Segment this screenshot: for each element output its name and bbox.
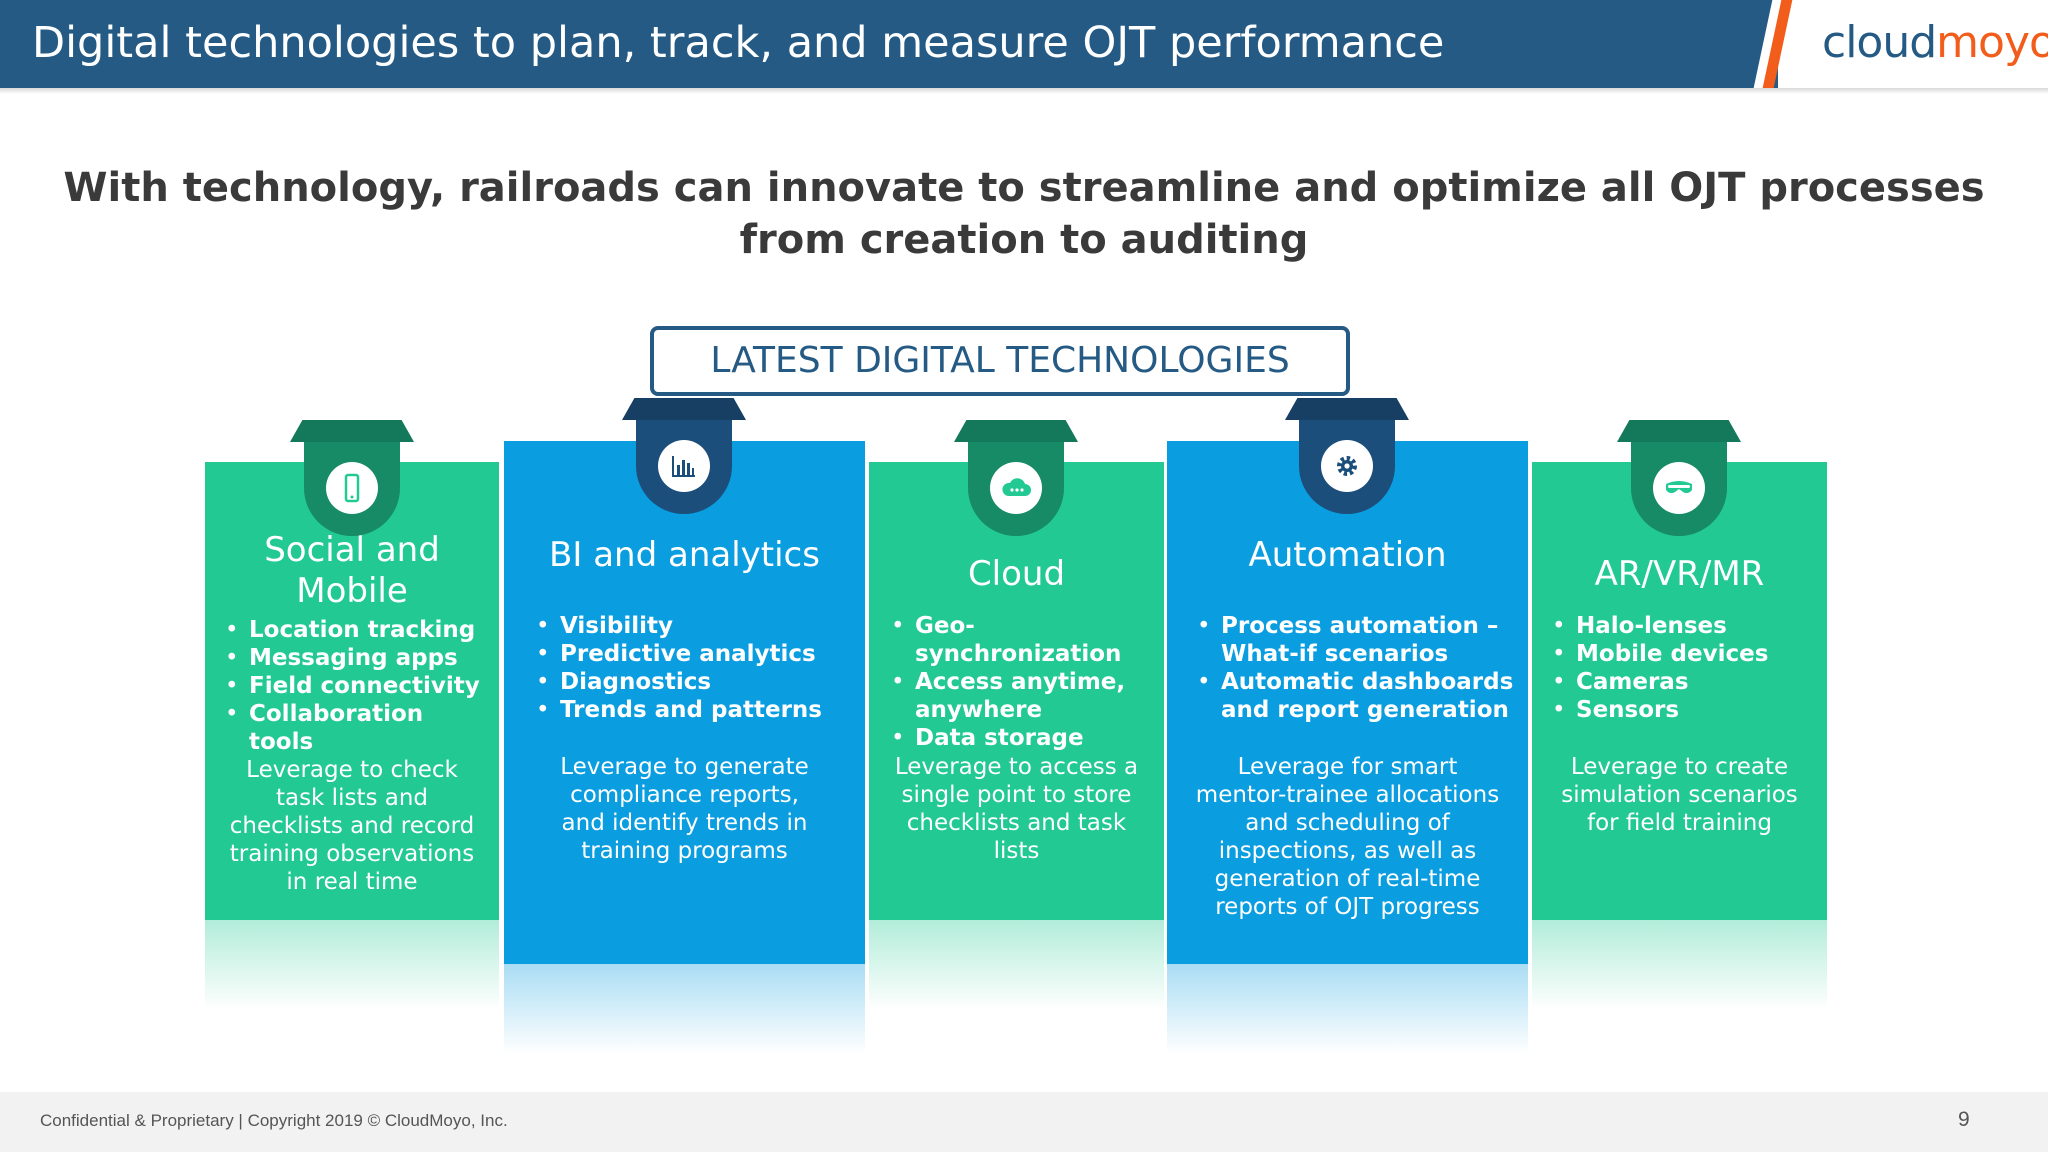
card-description: Leverage to check task lists and checkli… [229, 757, 475, 895]
cloud-icon [990, 462, 1042, 514]
card-title: BI and analytics [549, 535, 820, 575]
card-icon-badge [1285, 398, 1409, 514]
list-item: Access anytime, anywhere [891, 668, 1161, 724]
list-item: Geo-synchronization [891, 612, 1161, 668]
card-icon-badge [622, 398, 746, 514]
list-item: Predictive analytics [536, 640, 856, 668]
list-item: Process automation – What-if scenarios [1197, 612, 1517, 668]
card-description: Leverage to generate compliance reports,… [560, 754, 809, 864]
card-description: Leverage for smart mentor-trainee alloca… [1195, 754, 1500, 920]
badge-tab [622, 398, 746, 420]
list-item: Sensors [1552, 696, 1822, 724]
list-item: Diagnostics [536, 668, 856, 696]
logo-text-moyo: moyo [1936, 17, 2048, 68]
card-description: Leverage to access a single point to sto… [894, 754, 1139, 864]
list-item: Messaging apps [225, 644, 495, 672]
list-item: Mobile devices [1552, 640, 1822, 668]
list-item: Collaboration tools [225, 700, 495, 756]
badge-tab [1617, 420, 1741, 442]
badge-tab [290, 420, 414, 442]
list-item: Field connectivity [225, 672, 495, 700]
logo-container [1778, 0, 2048, 88]
card-reflection [205, 920, 499, 1010]
card-bullet-list: Geo-synchronization Access anytime, anyw… [891, 612, 1161, 752]
list-item: Data storage [891, 724, 1161, 752]
list-item: Location tracking [225, 616, 495, 644]
list-item: Automatic dashboards and report generati… [1197, 668, 1517, 724]
footer-copyright: Confidential & Proprietary | Copyright 2… [40, 1111, 508, 1130]
card-bullet-list: Process automation – What-if scenarios A… [1197, 612, 1517, 724]
card-cloud: Cloud Geo-synchronization Access anytime… [869, 462, 1164, 920]
footer-bar [0, 1092, 2048, 1152]
cloudmoyo-logo: cloudmoyo [1822, 18, 2048, 68]
header-shadow [0, 88, 2048, 94]
card-social-mobile: Social and Mobile Location tracking Mess… [205, 462, 499, 920]
list-item: Trends and patterns [536, 696, 856, 724]
card-bullet-list: Visibility Predictive analytics Diagnost… [536, 612, 856, 724]
card-bullet-list: Location tracking Messaging apps Field c… [225, 616, 495, 756]
card-title: Automation [1248, 535, 1447, 575]
list-item: Visibility [536, 612, 856, 640]
list-item: Cameras [1552, 668, 1822, 696]
page-number: 9 [1958, 1108, 1970, 1131]
card-reflection [1167, 964, 1528, 1054]
card-reflection [504, 964, 865, 1054]
card-title: AR/VR/MR [1594, 554, 1765, 594]
card-icon-badge [1617, 420, 1741, 536]
card-ar-vr-mr: AR/VR/MR Halo-lenses Mobile devices Came… [1532, 462, 1827, 920]
section-label-box: LATEST DIGITAL TECHNOLOGIES [650, 326, 1350, 396]
card-reflection [869, 920, 1164, 1010]
card-reflection [1532, 920, 1827, 1010]
card-automation: Automation Process automation – What-if … [1167, 441, 1528, 964]
slide-subtitle: With technology, railroads can innovate … [63, 165, 1985, 263]
list-item: Halo-lenses [1552, 612, 1822, 640]
vr-headset-icon [1653, 462, 1705, 514]
header-bar: Digital technologies to plan, track, and… [0, 0, 2048, 88]
logo-text-cloud: cloud [1822, 17, 1937, 68]
card-bullet-list: Halo-lenses Mobile devices Cameras Senso… [1552, 612, 1822, 724]
badge-tab [954, 420, 1078, 442]
gear-icon [1321, 440, 1373, 492]
card-icon-badge [954, 420, 1078, 536]
card-description: Leverage to create simulation scenarios … [1561, 754, 1798, 836]
bar-chart-icon [658, 440, 710, 492]
mobile-phone-icon [326, 462, 378, 514]
card-title: Cloud [967, 554, 1066, 594]
badge-tab [1285, 398, 1409, 420]
card-title: Social and Mobile [264, 530, 440, 611]
slide-title: Digital technologies to plan, track, and… [32, 18, 1445, 68]
card-bi-analytics: BI and analytics Visibility Predictive a… [504, 441, 865, 964]
card-icon-badge [290, 420, 414, 536]
